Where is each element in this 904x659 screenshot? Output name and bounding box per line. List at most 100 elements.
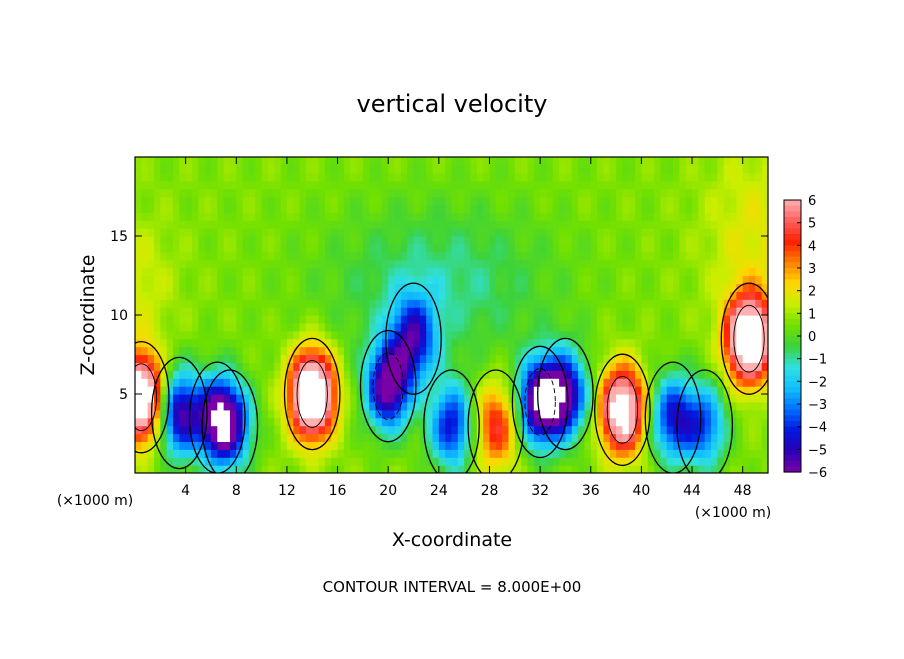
- heatmap-cell: [147, 315, 155, 324]
- heatmap-cell: [723, 338, 731, 348]
- heatmap-cell: [565, 180, 573, 190]
- heatmap-cell: [514, 401, 522, 411]
- heatmap-cell: [426, 370, 434, 379]
- heatmap-cell: [451, 196, 459, 205]
- heatmap-cell: [141, 291, 149, 300]
- colorbar-segment: [784, 409, 801, 416]
- heatmap-cell: [362, 172, 370, 182]
- heatmap-cell: [191, 322, 199, 332]
- heatmap-cell: [141, 267, 149, 277]
- heatmap-cell: [660, 291, 668, 300]
- heatmap-cell: [261, 338, 269, 348]
- heatmap-cell: [331, 441, 339, 450]
- heatmap-cell: [565, 449, 573, 458]
- heatmap-cell: [755, 417, 763, 427]
- heatmap-cell: [654, 267, 661, 277]
- heatmap-cell: [318, 449, 326, 458]
- heatmap-cell: [419, 164, 427, 174]
- heatmap-cell: [527, 330, 535, 340]
- heatmap-cell: [546, 251, 554, 261]
- heatmap-cell: [521, 164, 529, 174]
- x-tick-label: 12: [278, 483, 296, 499]
- heatmap-cell: [755, 425, 763, 435]
- heatmap-cell: [590, 251, 598, 261]
- heatmap-cell: [356, 299, 364, 308]
- heatmap-cell: [375, 386, 383, 395]
- heatmap-cell: [616, 204, 624, 213]
- heatmap-cell: [286, 157, 294, 166]
- heatmap-cell: [324, 299, 332, 308]
- heatmap-cell: [584, 243, 592, 253]
- heatmap-cell: [451, 433, 459, 442]
- heatmap-cell: [742, 417, 750, 427]
- heatmap-cell: [565, 243, 573, 253]
- heatmap-cell: [730, 291, 737, 300]
- heatmap-cell: [571, 425, 579, 435]
- heatmap-cell: [616, 188, 624, 198]
- x-tick-label: 28: [481, 483, 499, 499]
- heatmap-cell: [369, 172, 377, 182]
- heatmap-cell: [274, 157, 282, 166]
- heatmap-cell: [394, 283, 402, 292]
- heatmap-cell: [236, 259, 244, 269]
- heatmap-cell: [565, 378, 573, 387]
- heatmap-cell: [362, 457, 370, 466]
- heatmap-cell: [514, 251, 522, 261]
- heatmap-cell: [603, 457, 611, 466]
- heatmap-cell: [502, 441, 510, 450]
- heatmap-cell: [597, 401, 605, 411]
- colorbar-tick-label: −5: [808, 443, 827, 458]
- heatmap-cell: [635, 322, 642, 332]
- heatmap-cell: [337, 346, 345, 356]
- heatmap-cell: [654, 409, 661, 419]
- heatmap-cell: [394, 386, 402, 395]
- heatmap-cell: [160, 394, 168, 403]
- heatmap-cell: [400, 283, 408, 292]
- heatmap-cell: [248, 362, 256, 371]
- heatmap-cell: [261, 386, 269, 395]
- heatmap-cell: [584, 275, 592, 284]
- heatmap-cell: [470, 275, 478, 284]
- heatmap-cell: [350, 433, 358, 442]
- heatmap-cell: [312, 315, 320, 324]
- heatmap-cell: [369, 346, 377, 356]
- heatmap-cell: [375, 283, 383, 292]
- heatmap-cell: [514, 267, 522, 277]
- heatmap-cell: [647, 441, 655, 450]
- heatmap-cell: [407, 425, 415, 435]
- heatmap-cell: [356, 354, 364, 363]
- heatmap-cell: [666, 401, 674, 411]
- heatmap-cell: [692, 212, 699, 221]
- heatmap-cell: [394, 196, 402, 205]
- heatmap-cell: [761, 322, 768, 332]
- heatmap-cell: [527, 401, 535, 411]
- heatmap-cell: [609, 204, 617, 213]
- heatmap-cell: [305, 401, 313, 411]
- heatmap-cell: [445, 362, 453, 371]
- heatmap-cell: [400, 188, 408, 198]
- heatmap-cell: [666, 386, 674, 395]
- heatmap-cell: [229, 188, 237, 198]
- heatmap-cell: [527, 275, 535, 284]
- heatmap-cell: [578, 322, 586, 332]
- heatmap-cell: [135, 157, 142, 166]
- heatmap-cell: [584, 291, 592, 300]
- heatmap-cell: [489, 172, 497, 182]
- heatmap-cell: [451, 465, 459, 473]
- heatmap-cell: [622, 196, 630, 205]
- heatmap-cell: [419, 465, 427, 473]
- heatmap-cell: [210, 417, 218, 427]
- heatmap-cell: [248, 157, 256, 166]
- heatmap-cell: [312, 370, 320, 379]
- heatmap-cell: [533, 220, 541, 229]
- heatmap-cell: [704, 157, 712, 166]
- heatmap-cell: [223, 322, 231, 332]
- heatmap-cell: [761, 164, 768, 174]
- heatmap-cell: [331, 433, 339, 442]
- heatmap-cell: [179, 394, 187, 403]
- heatmap-cell: [286, 457, 294, 466]
- heatmap-cell: [166, 180, 174, 190]
- heatmap-cell: [369, 188, 377, 198]
- heatmap-cell: [267, 196, 275, 205]
- heatmap-cell: [286, 204, 294, 213]
